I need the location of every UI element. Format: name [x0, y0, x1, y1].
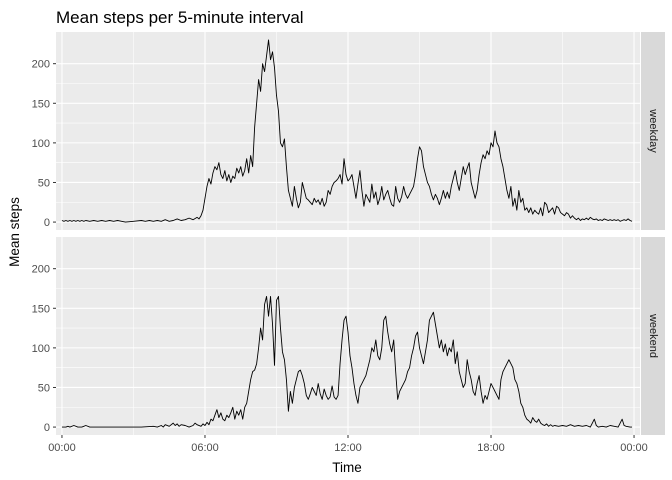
x-tick-label: 12:00 [334, 442, 362, 454]
facet-strip [641, 32, 665, 230]
y-axis-title: Mean steps [7, 197, 22, 267]
y-tick-label: 150 [32, 98, 50, 110]
y-tick-label: 50 [38, 382, 50, 394]
y-tick-label: 200 [32, 59, 50, 71]
y-tick-label: 0 [44, 217, 50, 229]
facet-strip-label: weekend [647, 313, 659, 358]
y-tick-label: 200 [32, 264, 50, 276]
y-tick-label: 0 [44, 422, 50, 434]
x-tick-label: 00:00 [620, 442, 648, 454]
y-tick-label: 50 [38, 177, 50, 189]
facet-panels: 0 50 100 150 200 weekday 0 50 100 150 200 weekend [32, 32, 665, 435]
chart-title: Mean steps per 5-minute interval [56, 8, 304, 27]
x-tick-label: 06:00 [191, 442, 219, 454]
series-line-weekday [61, 39, 633, 223]
facet-strip [641, 237, 665, 435]
facet-strip-label: weekday [647, 108, 659, 153]
y-tick-label: 150 [32, 303, 50, 315]
facet-panel-weekday: 0 50 100 150 200 weekday [32, 32, 665, 230]
y-tick-label: 100 [32, 343, 50, 355]
x-tick-label: 18:00 [477, 442, 505, 454]
x-axis: 00:00 06:00 12:00 18:00 00:00 [48, 435, 648, 454]
facet-panel-weekend: 0 50 100 150 200 weekend [32, 237, 665, 435]
series-line-weekend [61, 295, 633, 428]
y-tick-label: 100 [32, 138, 50, 150]
x-axis-title: Time [332, 460, 362, 475]
x-tick-label: 00:00 [48, 442, 76, 454]
